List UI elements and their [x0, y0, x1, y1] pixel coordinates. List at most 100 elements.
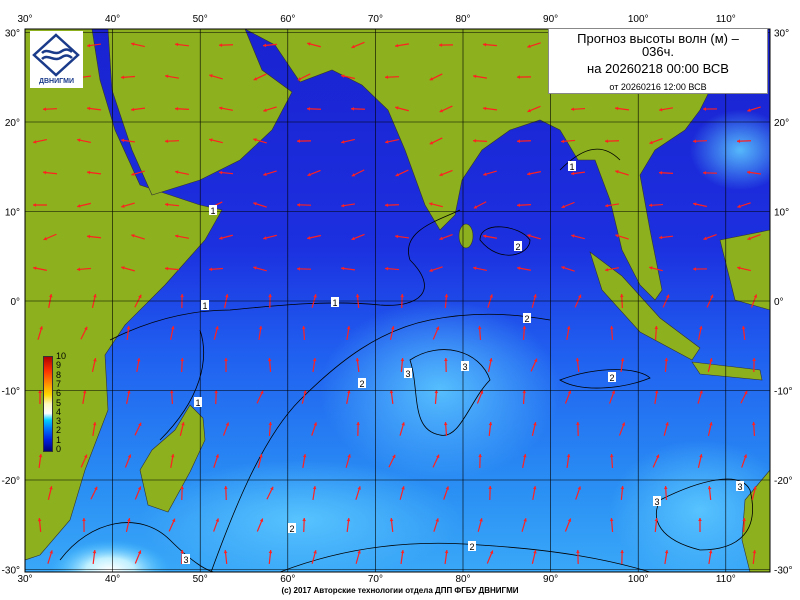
lon-tick-label: 60°	[280, 574, 295, 585]
wave-direction-arrow	[130, 107, 146, 112]
wave-direction-arrow	[268, 421, 273, 437]
wave-direction-arrow	[746, 170, 762, 175]
wave-direction-arrow	[605, 267, 619, 272]
wave-direction-arrow	[263, 106, 277, 112]
wave-direction-arrow	[527, 105, 541, 113]
wave-direction-arrow	[698, 326, 703, 340]
contour-labels: 1 1 1 1 1 2 2 2 2 2 2 3 3 3 3 3	[182, 161, 744, 565]
wave-direction-arrow	[664, 357, 669, 373]
contour-label: 3	[183, 555, 188, 565]
wave-direction-arrow	[483, 234, 497, 239]
wave-direction-arrow	[609, 390, 616, 404]
wave-direction-arrow	[741, 454, 748, 468]
wave-direction-arrow	[658, 170, 674, 175]
map-frame	[24, 28, 771, 573]
wave-direction-arrow	[134, 422, 142, 436]
copyright-credit: (c) 2017 Авторские технологии отдела ДПП…	[281, 586, 519, 595]
wave-direction-arrow	[400, 549, 405, 565]
wave-direction-arrow	[37, 326, 43, 340]
wave-direction-arrow	[47, 486, 53, 500]
lat-tick-label: -10°	[774, 387, 792, 398]
wave-direction-arrow	[77, 138, 91, 144]
lat-tick-label: 10°	[5, 208, 20, 219]
wave-direction-arrow	[214, 389, 218, 405]
wave-direction-arrow	[561, 266, 575, 272]
wave-direction-arrow	[654, 389, 659, 405]
wave-direction-arrow	[268, 549, 273, 565]
wave-direction-arrow	[350, 107, 366, 111]
wave-direction-arrow	[384, 75, 400, 79]
high-wave-area	[320, 300, 560, 480]
wave-direction-arrow	[42, 170, 58, 175]
wave-direction-arrow	[604, 139, 620, 143]
wave-direction-arrow	[38, 453, 43, 469]
wave-direction-arrow	[444, 549, 449, 565]
wave-direction-arrow	[301, 325, 306, 341]
borneo	[719, 229, 770, 311]
wave-direction-arrow	[429, 73, 443, 81]
colorbar-tick-label: 3	[56, 416, 62, 427]
contour-label-bg	[736, 481, 744, 491]
wave-direction-arrow	[516, 203, 532, 208]
contour-label-bg	[608, 372, 616, 382]
wave-direction-arrow	[42, 107, 58, 111]
wave-direction-arrow	[301, 390, 307, 404]
wave-direction-arrow	[356, 421, 360, 437]
wave-direction-arrow	[604, 203, 620, 208]
wave-direction-arrow	[663, 422, 669, 436]
wave-direction-arrow	[169, 389, 174, 405]
wave-direction-arrow	[439, 234, 453, 241]
colorbar-tick-label: 2	[56, 425, 62, 436]
lon-tick-label: 30°	[17, 14, 32, 25]
wave-direction-arrow	[473, 201, 487, 209]
wave-direction-arrow	[296, 203, 312, 207]
wave-direction-arrow	[136, 358, 141, 372]
lat-tick-label: 20°	[5, 118, 20, 129]
wave-direction-arrow	[433, 518, 439, 532]
colorbar-tick-label: 7	[56, 378, 62, 389]
wave-direction-arrow	[175, 170, 189, 176]
wave-direction-arrow	[253, 73, 267, 81]
australia	[741, 469, 770, 572]
logo-text: ДВНИГМИ	[39, 78, 74, 85]
wave-direction-arrow	[751, 486, 757, 500]
wave-direction-arrow	[175, 234, 189, 239]
sumatra	[589, 251, 701, 361]
wave-direction-arrow	[384, 203, 400, 207]
lon-tick-label: 90°	[543, 14, 558, 25]
wave-direction-arrow	[576, 549, 580, 565]
wave-direction-arrow	[752, 357, 756, 373]
wave-direction-arrow	[306, 107, 322, 111]
wave-direction-arrow	[707, 485, 712, 501]
wave-direction-arrow	[664, 549, 669, 565]
wave-direction-arrow	[522, 454, 527, 468]
wave-direction-arrow	[576, 421, 580, 437]
wave-direction-arrow	[346, 517, 351, 533]
wave-direction-arrow	[355, 550, 361, 564]
wave-direction-arrow	[473, 266, 487, 272]
wave-direction-arrow	[312, 485, 317, 501]
wave-direction-arrow	[477, 325, 482, 341]
wave-direction-arrow	[620, 485, 625, 501]
wave-direction-arrow	[620, 357, 625, 373]
wave-direction-arrow	[82, 389, 87, 405]
wave-direction-arrow	[86, 106, 102, 111]
wave-direction-arrow	[697, 454, 703, 468]
contour-label: 1	[202, 301, 207, 311]
wave-direction-arrow	[33, 138, 47, 144]
wave-direction-arrow	[488, 485, 492, 501]
colorbar-tick-label: 8	[56, 369, 62, 380]
colorbar-tick-label: 1	[56, 434, 62, 445]
wave-direction-arrow	[168, 518, 176, 532]
wave-direction-arrow	[476, 390, 484, 404]
wave-direction-arrow	[209, 138, 223, 144]
issue-time: от 20260216 12:00 ВСВ	[609, 82, 707, 92]
wave-direction-arrow	[614, 106, 630, 111]
colorbar-tick-label: 0	[56, 444, 62, 454]
wave-direction-arrow	[80, 326, 88, 340]
wave-direction-arrow	[43, 233, 57, 241]
wave-direction-arrow	[169, 326, 175, 340]
wave-direction-arrow	[125, 518, 131, 532]
wave-direction-arrow	[703, 234, 717, 241]
wave-direction-arrow	[575, 357, 580, 373]
